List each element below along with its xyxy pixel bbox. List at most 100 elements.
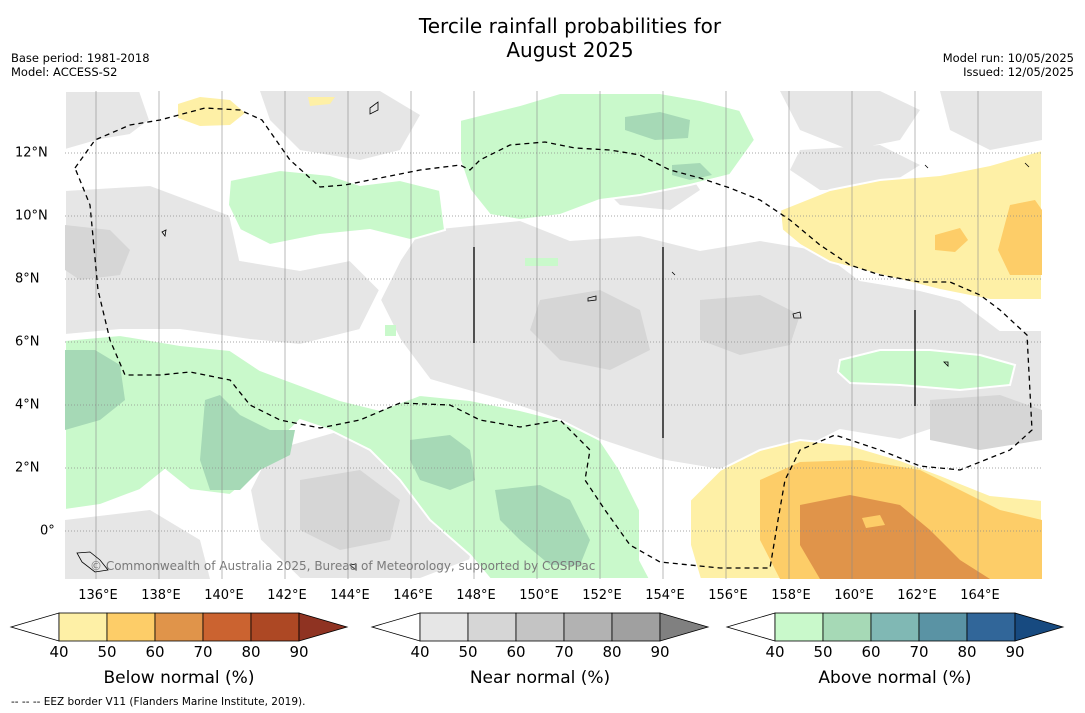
lon-label: 164°E	[960, 588, 1000, 603]
base-period: Base period: 1981-2018	[11, 51, 150, 65]
cb-below-min-arrow	[9, 612, 60, 642]
lon-label: 150°E	[519, 588, 559, 603]
model-run: Model run: 10/05/2025	[942, 51, 1074, 65]
title-line-1: Tercile rainfall probabilities for	[418, 14, 722, 38]
colorbar-near-normal	[370, 612, 710, 642]
cb-near-swatch	[467, 612, 517, 642]
title-line-2: August 2025	[506, 38, 634, 62]
below-normal-region	[998, 200, 1042, 275]
cb-near-tick: 90	[650, 643, 670, 661]
cb-near-max-arrow	[659, 612, 710, 642]
cb-above-title: Above normal (%)	[818, 668, 972, 688]
lat-label: 10°N	[15, 208, 48, 224]
meta-left: Base period: 1981-2018 Model: ACCESS-S2	[11, 51, 150, 79]
near-normal-region	[930, 395, 1042, 450]
lat-label: 2°N	[15, 460, 40, 476]
cb-near-tick: 70	[554, 643, 574, 661]
near-normal-region	[780, 91, 920, 150]
above-normal-region	[525, 258, 558, 266]
above-normal-region	[385, 325, 396, 336]
below-normal-region	[800, 495, 990, 579]
lon-label: 136°E	[78, 588, 118, 603]
cb-near-swatch	[419, 612, 469, 642]
cb-below-swatch	[106, 612, 156, 642]
cb-below-tick: 60	[145, 643, 165, 661]
near-normal-region	[700, 295, 800, 355]
above-normal-region	[200, 395, 295, 490]
lon-label: 152°E	[582, 588, 622, 603]
cb-near-tick: 60	[506, 643, 526, 661]
cb-below-max-arrow	[298, 612, 349, 642]
lat-label: 6°N	[15, 334, 40, 350]
below-normal-region	[935, 228, 968, 252]
cb-above-tick: 60	[861, 643, 881, 661]
cb-near-tick: 50	[458, 643, 478, 661]
above-normal-region	[226, 168, 447, 247]
above-normal-region	[672, 163, 712, 180]
cb-above-tick: 70	[909, 643, 929, 661]
above-normal-region	[410, 435, 475, 490]
copyright-text: © Commonwealth of Australia 2025, Bureau…	[90, 559, 596, 573]
near-normal-region	[530, 290, 650, 370]
lon-label: 160°E	[834, 588, 874, 603]
cb-above-tick: 50	[813, 643, 833, 661]
eez-footnote: -- -- -- EEZ border V11 (Flanders Marine…	[11, 696, 306, 708]
near-normal-region	[65, 225, 130, 280]
lon-label: 158°E	[771, 588, 811, 603]
cb-below-swatch	[58, 612, 108, 642]
cb-below-swatch	[250, 612, 300, 642]
cb-below-title: Below normal (%)	[103, 668, 255, 688]
above-normal-region	[65, 350, 125, 430]
below-normal-region	[308, 97, 335, 106]
lon-label: 154°E	[645, 588, 685, 603]
boundary-lines	[473, 247, 916, 438]
colorbar-below-normal	[9, 612, 349, 642]
latitude-gridlines	[65, 152, 1042, 532]
lon-label: 156°E	[708, 588, 748, 603]
below-normal-region	[178, 97, 245, 126]
meta-right: Model run: 10/05/2025 Issued: 12/05/2025	[943, 51, 1074, 79]
above-normal-region	[836, 349, 1017, 392]
cb-above-swatch	[918, 612, 968, 642]
coastlines	[76, 101, 1030, 573]
map-title: Tercile rainfall probabilities for Augus…	[0, 14, 1085, 62]
cb-below-tick: 90	[289, 643, 309, 661]
cb-above-swatch	[966, 612, 1016, 642]
cb-above-tick: 40	[765, 643, 785, 661]
cb-near-swatch	[611, 612, 661, 642]
lon-label: 144°E	[330, 588, 370, 603]
cb-near-tick: 40	[410, 643, 430, 661]
cb-below-swatch	[202, 612, 252, 642]
lon-label: 140°E	[204, 588, 244, 603]
cb-below-tick: 80	[241, 643, 261, 661]
lat-label: 0°	[40, 523, 55, 539]
colorbar-above-normal	[725, 612, 1065, 642]
cb-near-tick: 80	[602, 643, 622, 661]
cb-near-swatch	[515, 612, 565, 642]
lon-label: 138°E	[141, 588, 181, 603]
cb-below-swatch	[154, 612, 204, 642]
cb-above-max-arrow	[1014, 612, 1065, 642]
cb-near-swatch	[563, 612, 613, 642]
above-normal-region	[625, 112, 690, 140]
lat-label: 4°N	[15, 397, 40, 413]
near-normal-region	[260, 91, 420, 160]
near-normal-region	[940, 91, 1042, 150]
cb-above-tick: 90	[1005, 643, 1025, 661]
lon-label: 162°E	[897, 588, 937, 603]
lon-label: 142°E	[267, 588, 307, 603]
near-normal-region	[300, 470, 400, 550]
lat-label: 8°N	[15, 271, 40, 287]
cb-above-min-arrow	[725, 612, 776, 642]
below-normal-region	[862, 515, 885, 528]
lon-label: 148°E	[456, 588, 496, 603]
cb-below-tick: 40	[49, 643, 69, 661]
lat-label: 12°N	[15, 145, 48, 161]
issued-date: Issued: 12/05/2025	[963, 65, 1074, 79]
cb-below-tick: 70	[193, 643, 213, 661]
cb-above-swatch	[870, 612, 920, 642]
above-normal-region	[495, 485, 590, 565]
near-normal-region	[65, 91, 152, 152]
cb-above-swatch	[774, 612, 824, 642]
